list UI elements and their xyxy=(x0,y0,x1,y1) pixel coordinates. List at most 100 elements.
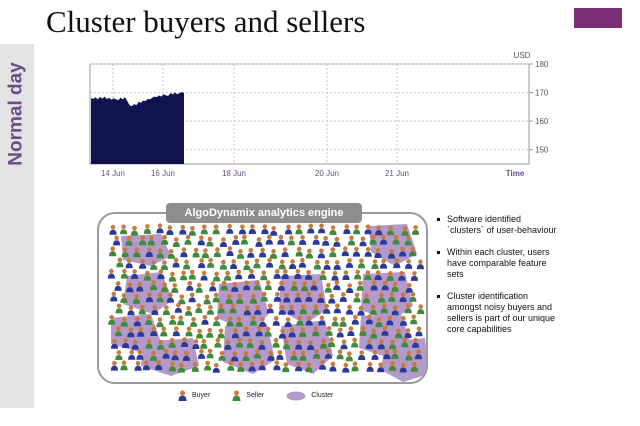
buyer-icon xyxy=(137,326,145,337)
buyer-icon xyxy=(109,224,117,235)
seller-icon xyxy=(353,292,361,303)
seller-icon xyxy=(206,348,214,359)
seller-icon xyxy=(246,338,254,348)
buyer-icon xyxy=(254,305,262,315)
seller-icon xyxy=(227,361,235,371)
buyer-icon xyxy=(336,327,344,338)
seller-icon xyxy=(220,280,228,291)
seller-icon xyxy=(329,247,337,258)
seller-icon xyxy=(375,317,383,328)
buyer-icon xyxy=(333,260,341,270)
seller-icon xyxy=(169,315,177,325)
seller-icon xyxy=(200,224,208,235)
buyer-icon xyxy=(258,316,267,327)
seller-icon xyxy=(213,247,221,258)
buyer-icon xyxy=(415,326,423,337)
buyer-icon xyxy=(277,234,285,245)
seller-icon xyxy=(212,292,220,303)
seller-icon xyxy=(278,259,286,270)
price-chart: 150 160 170 180 14 Jun 16 Jun 18 Jun 20 Jun 21 J… xyxy=(89,51,549,178)
seller-icon xyxy=(345,351,353,362)
buyer-icon xyxy=(243,280,251,291)
seller-icon xyxy=(226,316,234,327)
buyer-icon xyxy=(110,291,118,302)
buyer-icon xyxy=(178,390,187,401)
seller-icon xyxy=(249,315,257,326)
seller-icon xyxy=(391,349,399,359)
seller-icon xyxy=(410,314,418,325)
engine-title: AlgoDynamix analytics engine xyxy=(166,203,362,223)
buyer-icon xyxy=(172,257,180,268)
seller-icon xyxy=(120,268,128,279)
buyer-icon xyxy=(156,223,164,234)
seller-icon xyxy=(409,246,417,257)
seller-icon xyxy=(156,317,164,328)
buyer-icon xyxy=(179,224,187,235)
bullet-item: Cluster identification amongst noisy buy… xyxy=(437,291,557,335)
seller-icon xyxy=(125,235,133,246)
buyer-icon xyxy=(277,280,285,291)
buyer-icon xyxy=(375,225,383,236)
seller-icon xyxy=(305,248,313,259)
seller-icon xyxy=(295,224,303,235)
seller-icon xyxy=(272,337,280,348)
seller-icon xyxy=(203,294,211,305)
seller-icon xyxy=(183,259,191,270)
buyer-icon xyxy=(391,305,399,316)
buyer-icon xyxy=(305,270,313,280)
seller-icon xyxy=(224,270,232,281)
seller-icon xyxy=(351,361,359,372)
seller-icon xyxy=(313,348,321,359)
seller-icon xyxy=(260,270,268,281)
buyer-icon xyxy=(197,235,205,246)
seller-icon xyxy=(325,326,333,336)
buyer-icon xyxy=(136,281,144,292)
buyer-icon xyxy=(289,259,297,269)
buyer-icon xyxy=(318,315,326,326)
y-tick-label: 170 xyxy=(535,89,549,98)
buyer-icon xyxy=(258,360,266,371)
seller-icon xyxy=(200,338,208,349)
seller-icon xyxy=(115,350,123,360)
seller-icon xyxy=(185,326,193,337)
seller-icon xyxy=(371,259,379,269)
seller-icon xyxy=(264,280,272,290)
seller-icon xyxy=(331,316,339,327)
buyer-icon xyxy=(231,282,239,292)
buyer-icon xyxy=(127,305,135,316)
buyer-icon xyxy=(339,292,347,302)
seller-icon xyxy=(214,337,222,348)
seller-icon xyxy=(145,338,153,349)
buyer-icon xyxy=(266,303,274,314)
seller-icon xyxy=(115,303,123,314)
buyer-icon xyxy=(399,292,407,303)
seller-icon xyxy=(395,328,403,339)
seller-icon xyxy=(242,351,250,362)
buyer-icon xyxy=(197,349,206,359)
seller-icon xyxy=(260,291,268,302)
buyer-icon xyxy=(331,270,339,281)
buyer-icon xyxy=(283,292,291,303)
seller-icon xyxy=(120,316,128,327)
seller-icon xyxy=(295,246,303,257)
bullet-item: Within each cluster, users have comparab… xyxy=(437,247,557,280)
buyer-icon xyxy=(219,237,228,247)
seller-icon xyxy=(156,292,164,303)
x-axis-label: Time xyxy=(506,169,525,178)
seller-icon xyxy=(132,293,141,304)
buyer-icon xyxy=(365,339,373,350)
buyer-icon xyxy=(352,246,361,257)
seller-icon xyxy=(356,280,364,291)
seller-icon xyxy=(389,339,397,350)
seller-icon xyxy=(167,249,175,259)
seller-icon xyxy=(225,294,233,304)
buyer-icon xyxy=(351,314,359,325)
buyer-icon xyxy=(307,340,315,350)
buyer-icon xyxy=(273,360,281,371)
seller-icon xyxy=(357,258,366,269)
seller-icon xyxy=(269,248,278,259)
buyer-icon xyxy=(247,248,255,258)
buyer-icon xyxy=(284,224,293,235)
buyer-icon xyxy=(186,280,194,291)
seller-icon xyxy=(171,283,179,293)
